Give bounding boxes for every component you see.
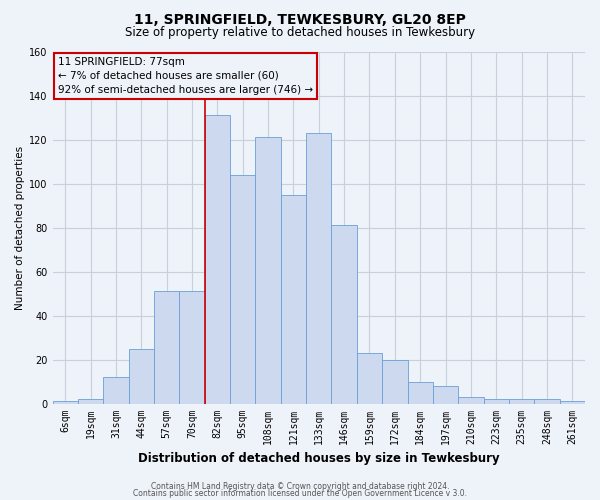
Bar — [179, 292, 205, 404]
Text: Size of property relative to detached houses in Tewkesbury: Size of property relative to detached ho… — [125, 26, 475, 39]
Y-axis label: Number of detached properties: Number of detached properties — [15, 146, 25, 310]
Bar — [205, 116, 230, 404]
Bar — [484, 399, 509, 404]
Bar — [78, 399, 103, 404]
Bar — [458, 397, 484, 404]
Bar — [128, 348, 154, 404]
Bar — [281, 194, 306, 404]
Bar — [154, 292, 179, 404]
Bar — [103, 377, 128, 404]
Bar — [407, 382, 433, 404]
Bar — [509, 399, 534, 404]
Bar — [256, 138, 281, 404]
Bar — [382, 360, 407, 404]
Text: 11 SPRINGFIELD: 77sqm
← 7% of detached houses are smaller (60)
92% of semi-detac: 11 SPRINGFIELD: 77sqm ← 7% of detached h… — [58, 57, 313, 95]
Bar — [53, 402, 78, 404]
Text: Contains HM Land Registry data © Crown copyright and database right 2024.: Contains HM Land Registry data © Crown c… — [151, 482, 449, 491]
Text: Contains public sector information licensed under the Open Government Licence v : Contains public sector information licen… — [133, 488, 467, 498]
Bar — [433, 386, 458, 404]
Bar — [357, 353, 382, 404]
X-axis label: Distribution of detached houses by size in Tewkesbury: Distribution of detached houses by size … — [138, 452, 500, 465]
Bar — [331, 226, 357, 404]
Bar — [230, 174, 256, 404]
Bar — [306, 133, 331, 404]
Text: 11, SPRINGFIELD, TEWKESBURY, GL20 8EP: 11, SPRINGFIELD, TEWKESBURY, GL20 8EP — [134, 12, 466, 26]
Bar — [534, 399, 560, 404]
Bar — [560, 402, 585, 404]
